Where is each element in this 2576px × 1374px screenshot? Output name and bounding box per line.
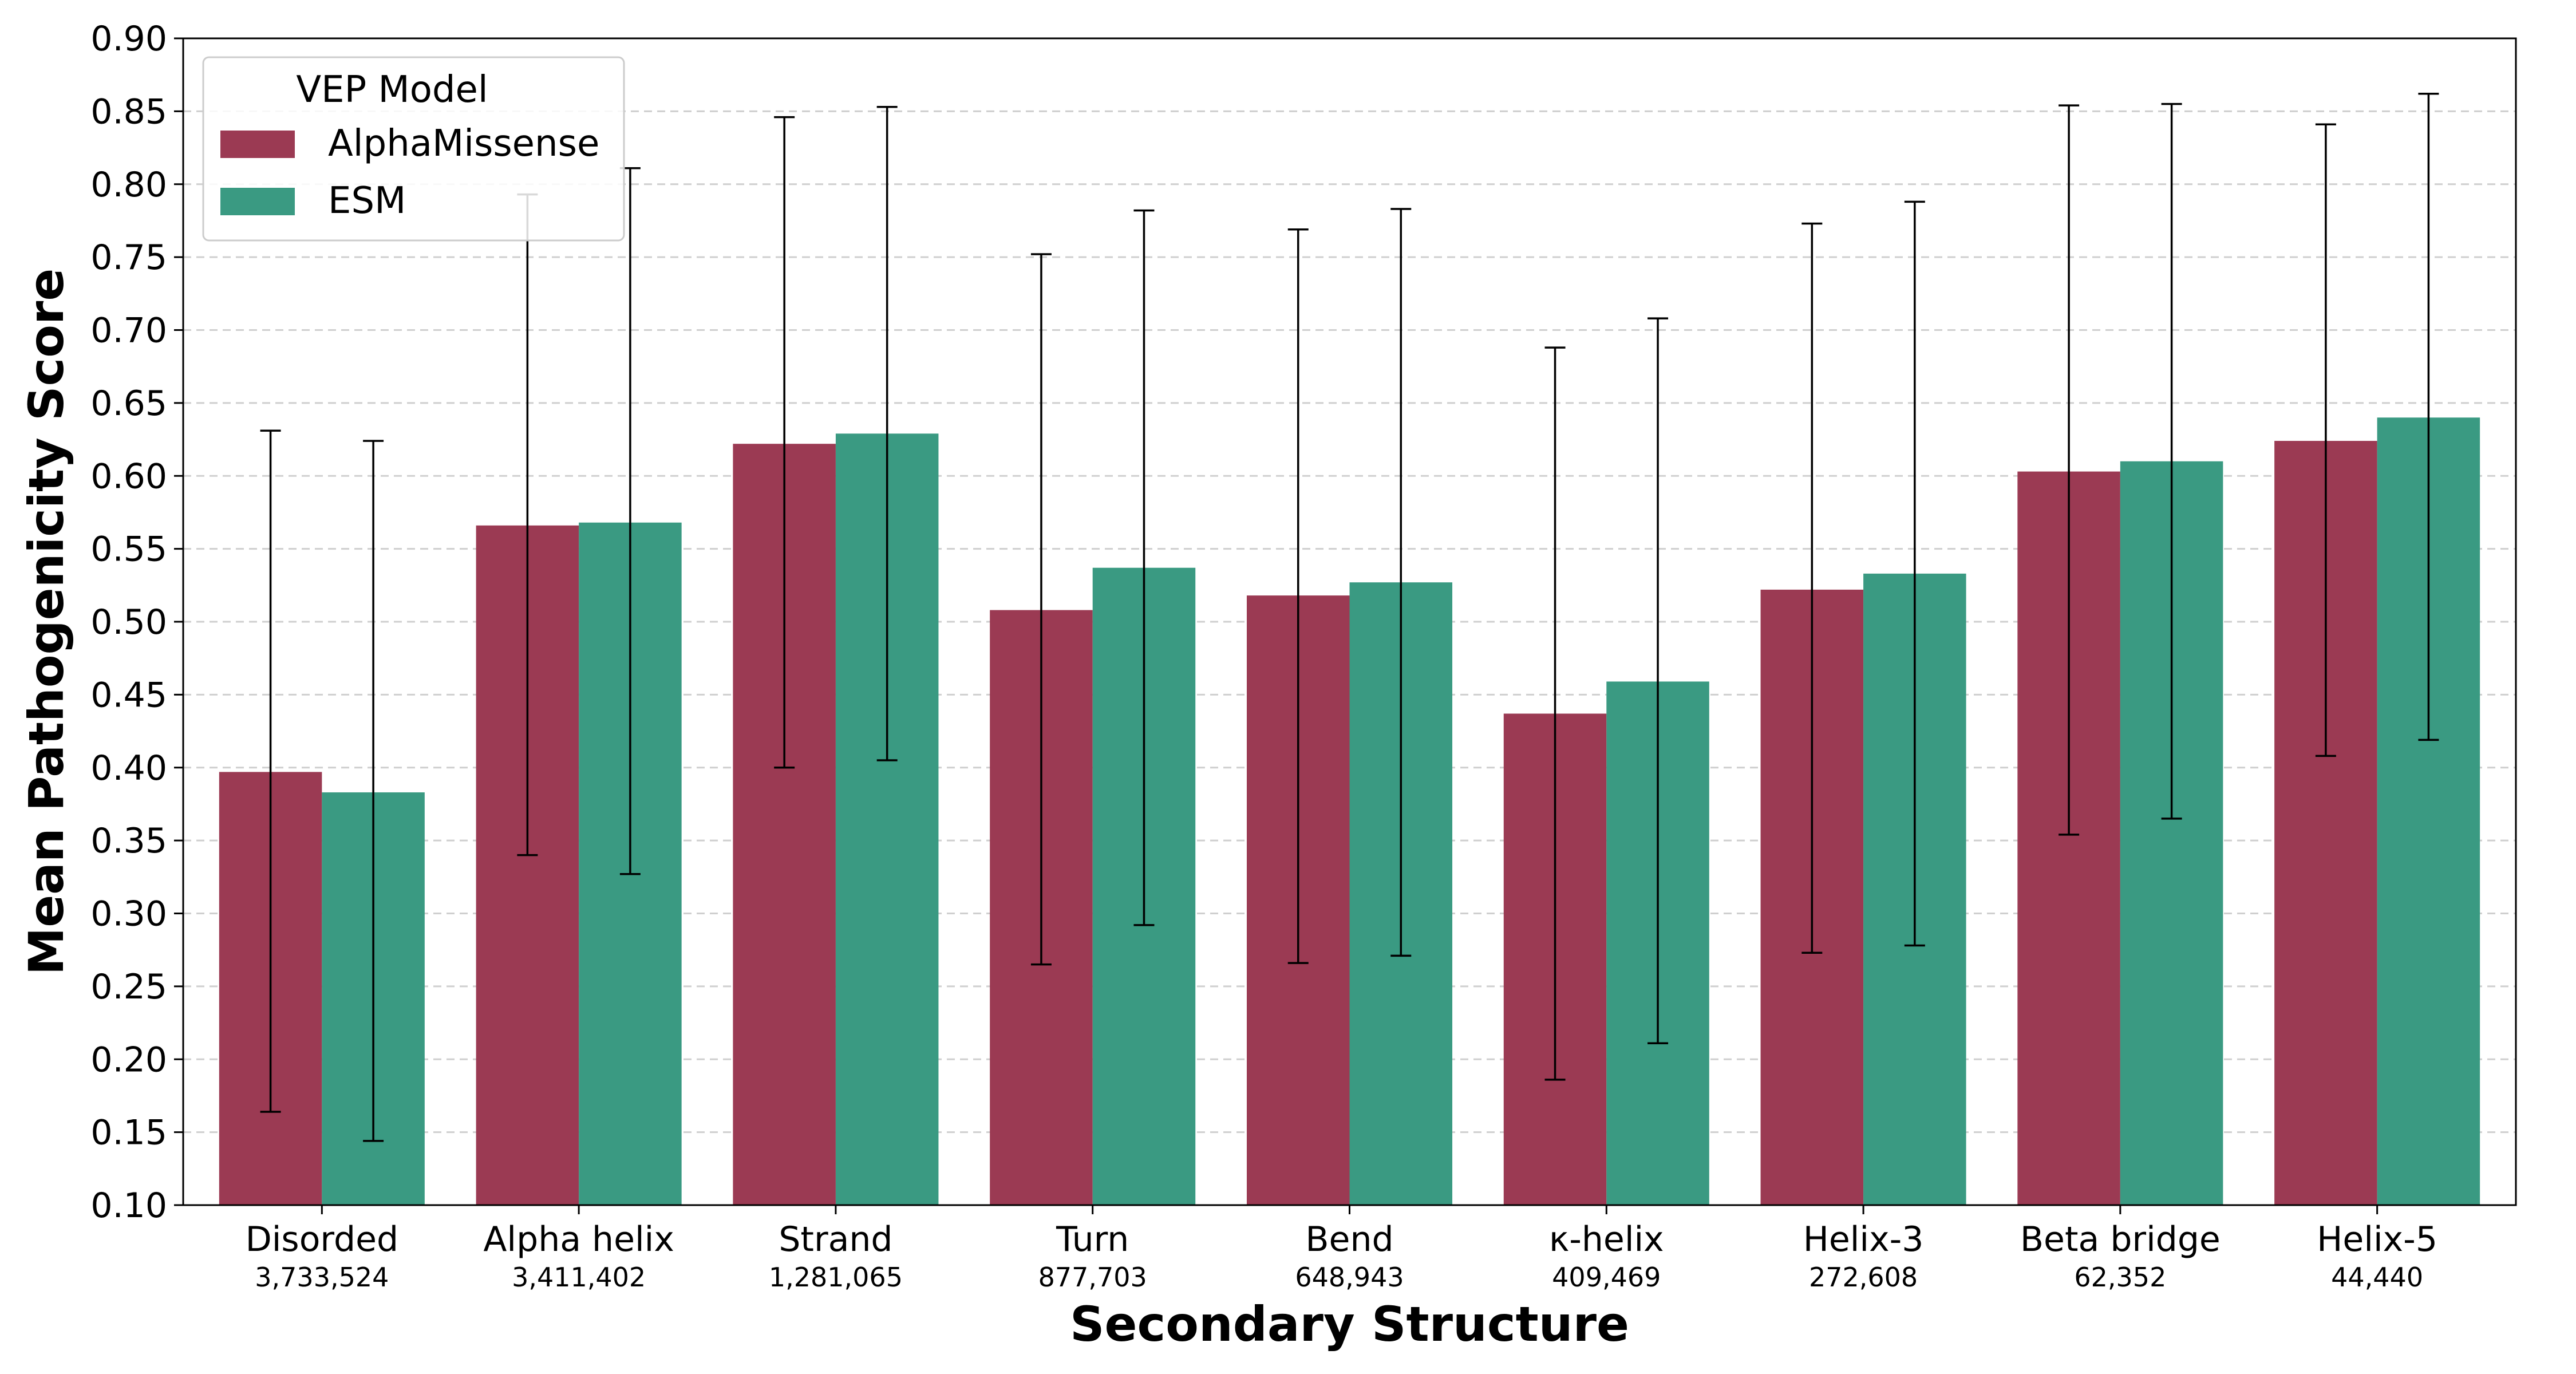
y-tick-label: 0.85 xyxy=(90,92,167,132)
error-bar-alphamissense-4 xyxy=(1287,228,1309,964)
x-tick-count: 877,703 xyxy=(1038,1262,1147,1293)
y-tick-label: 0.50 xyxy=(90,602,167,642)
y-tick-label: 0.75 xyxy=(90,238,167,278)
x-tick-count: 62,352 xyxy=(2074,1262,2166,1293)
legend: VEP Model AlphaMissense ESM xyxy=(202,56,625,242)
y-tick-label: 0.80 xyxy=(90,165,167,205)
legend-swatch-alphamissense xyxy=(220,131,295,158)
x-tick-label: Beta bridge xyxy=(2020,1219,2221,1260)
y-axis-ticks: 0.10 0.15 0.20 0.25 0.30 0.35 0.40 0.45 0.50 0.55… xyxy=(90,19,183,1226)
legend-title: VEP Model xyxy=(296,69,488,111)
y-tick-label: 0.45 xyxy=(90,675,167,715)
y-tick-label: 0.65 xyxy=(90,384,167,424)
x-axis-title: Secondary Structure xyxy=(1070,1296,1629,1352)
error-bar-alphamissense-0 xyxy=(260,429,281,1113)
y-tick-label: 0.70 xyxy=(90,311,167,351)
x-tick-label: Alpha helix xyxy=(483,1219,674,1260)
x-tick-count: 409,469 xyxy=(1552,1262,1661,1293)
y-tick-label: 0.30 xyxy=(90,894,167,934)
legend-label-alphamissense: AlphaMissense xyxy=(328,123,599,165)
x-tick-label: Strand xyxy=(779,1219,892,1260)
error-bar-alphamissense-5 xyxy=(1544,346,1566,1081)
y-tick-label: 0.40 xyxy=(90,748,167,788)
y-tick-label: 0.90 xyxy=(90,19,167,59)
error-bar-alphamissense-3 xyxy=(1030,253,1052,966)
x-tick-count: 3,733,524 xyxy=(255,1262,389,1293)
error-bar-esm-7 xyxy=(2161,102,2182,820)
bars xyxy=(219,417,2480,1206)
y-tick-label: 0.20 xyxy=(90,1040,167,1080)
legend-label-esm: ESM xyxy=(328,180,406,222)
y-tick-label: 0.25 xyxy=(90,967,167,1007)
error-bar-alphamissense-2 xyxy=(774,116,795,769)
y-axis-title: Mean Pathogenicity Score xyxy=(18,269,74,976)
x-tick-count: 648,943 xyxy=(1295,1262,1404,1293)
error-bar-esm-6 xyxy=(1904,200,1925,947)
error-bar-alphamissense-8 xyxy=(2315,123,2336,757)
x-tick-label: Disorded xyxy=(246,1219,399,1260)
x-tick-count: 272,608 xyxy=(1809,1262,1918,1293)
legend-items: AlphaMissense ESM xyxy=(220,123,599,222)
error-bar-esm-2 xyxy=(876,105,898,761)
x-tick-count: 1,281,065 xyxy=(769,1262,903,1293)
error-bar-alphamissense-7 xyxy=(2059,104,2080,836)
x-tick-label: Helix-3 xyxy=(1803,1219,1924,1260)
y-tick-label: 0.15 xyxy=(90,1113,167,1153)
error-bar-esm-3 xyxy=(1133,209,1155,926)
error-bars xyxy=(260,93,2439,1142)
x-tick-label: κ-helix xyxy=(1549,1219,1664,1260)
error-bar-esm-0 xyxy=(363,440,384,1142)
error-bar-esm-5 xyxy=(1647,317,1669,1044)
y-tick-label: 0.10 xyxy=(90,1186,167,1226)
x-tick-count: 3,411,402 xyxy=(512,1262,646,1293)
y-tick-label: 0.60 xyxy=(90,456,167,496)
error-bar-esm-4 xyxy=(1390,208,1412,957)
y-tick-label: 0.55 xyxy=(90,530,167,570)
x-tick-label: Helix-5 xyxy=(2317,1219,2437,1260)
x-tick-count: 44,440 xyxy=(2331,1262,2423,1293)
legend-swatch-esm xyxy=(220,188,295,215)
error-bar-alphamissense-6 xyxy=(1801,222,1823,954)
legend-box xyxy=(202,56,625,242)
x-tick-label: Turn xyxy=(1056,1219,1129,1260)
error-bar-esm-8 xyxy=(2418,93,2439,741)
y-tick-label: 0.35 xyxy=(90,821,167,861)
x-tick-label: Bend xyxy=(1305,1219,1393,1260)
